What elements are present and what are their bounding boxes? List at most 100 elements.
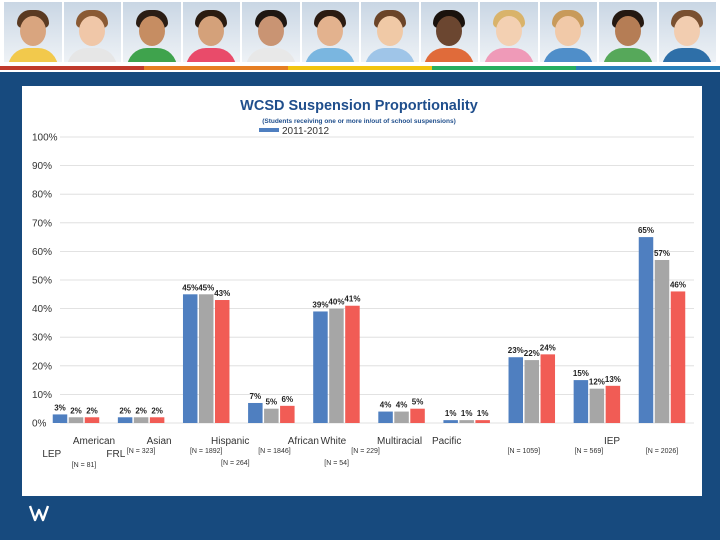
bar xyxy=(670,291,686,423)
x-category-label: African xyxy=(288,436,319,447)
chart-subtitle: (Students receiving one or more in/out o… xyxy=(262,118,456,125)
data-label: 65% xyxy=(638,226,654,235)
y-tick-label: 90% xyxy=(32,161,52,172)
banner-rule-segment xyxy=(144,66,288,70)
x-sample-size-label: [N = 1892] xyxy=(190,448,223,455)
photo-face xyxy=(198,16,225,46)
student-photo xyxy=(539,2,597,62)
data-label: 2% xyxy=(119,406,131,415)
x-sample-size-label: [N = 569] xyxy=(575,448,604,455)
bar xyxy=(133,417,149,423)
photo-face xyxy=(495,16,522,46)
x-category-label: Asian xyxy=(147,436,172,447)
x-category-label: LEP xyxy=(42,449,61,460)
chart-legend: 2011-2012 xyxy=(259,126,330,137)
district-logo-icon xyxy=(28,505,50,522)
suspension-bar-chart: WCSD Suspension Proportionality (Student… xyxy=(32,98,694,469)
banner-rule-segment xyxy=(288,66,432,70)
y-tick-label: 10% xyxy=(32,390,52,401)
data-label: 43% xyxy=(214,289,230,298)
data-label: 57% xyxy=(654,249,670,258)
photo-shirt xyxy=(126,48,177,62)
photo-face xyxy=(674,16,701,46)
x-sample-size-label: [N = 2026] xyxy=(646,448,679,455)
x-category-label: Hispanic xyxy=(211,436,249,447)
banner-rule-segment xyxy=(432,66,576,70)
data-label: 5% xyxy=(412,398,424,407)
bar xyxy=(410,408,425,423)
y-tick-label: 80% xyxy=(32,190,52,201)
student-photo xyxy=(599,2,657,62)
student-photo xyxy=(361,2,419,62)
data-label: 1% xyxy=(461,409,473,418)
data-label: 1% xyxy=(445,409,457,418)
bar xyxy=(605,385,621,423)
x-sample-size-label: [N = 54] xyxy=(324,460,349,467)
photo-face xyxy=(79,16,106,46)
y-tick-label: 40% xyxy=(32,304,52,315)
x-sample-size-label: [N = 81] xyxy=(72,462,97,469)
student-photo xyxy=(658,2,716,62)
data-labels: 3% 2% 2% 2% 2% 2%45% 45%43%7%5% 6%39% 40% 41%4% 4%… xyxy=(54,226,686,418)
bar xyxy=(117,417,133,423)
data-label: 2% xyxy=(151,406,163,415)
x-category-label: Multiracial xyxy=(377,436,422,447)
photo-shirt xyxy=(602,48,653,62)
student-photo-strip xyxy=(4,2,716,62)
y-gridlines xyxy=(60,136,694,424)
photo-face xyxy=(19,16,46,46)
data-label: 45% xyxy=(198,283,214,292)
photo-face xyxy=(257,16,284,46)
y-tick-label: 30% xyxy=(32,333,52,344)
photo-banner xyxy=(0,0,720,72)
photo-face xyxy=(317,16,344,46)
bar xyxy=(589,388,605,423)
y-tick-label: 0% xyxy=(32,419,47,430)
legend-swatch xyxy=(259,128,279,132)
photo-face xyxy=(555,16,582,46)
data-label: 6% xyxy=(282,395,294,404)
data-label: 24% xyxy=(540,343,556,352)
data-label: 15% xyxy=(573,369,589,378)
bar xyxy=(182,294,198,423)
data-label: 2% xyxy=(70,406,82,415)
data-label: 40% xyxy=(328,298,344,307)
student-photo xyxy=(182,2,240,62)
photo-face xyxy=(138,16,165,46)
bar xyxy=(475,420,490,423)
photo-shirt xyxy=(245,48,296,62)
x-sample-size-label: [N = 1846] xyxy=(258,448,291,455)
data-label: 23% xyxy=(508,346,524,355)
bar xyxy=(443,420,458,423)
data-label: 2% xyxy=(135,406,147,415)
bar xyxy=(394,411,409,423)
bar xyxy=(345,305,360,423)
legend-label: 2011-2012 xyxy=(282,126,330,137)
data-label: 2% xyxy=(86,406,98,415)
photo-shirt xyxy=(67,48,118,62)
data-label: 13% xyxy=(605,375,621,384)
bar xyxy=(52,414,68,423)
photo-shirt xyxy=(424,48,475,62)
bar xyxy=(84,417,100,423)
photo-shirt xyxy=(543,48,594,62)
bar xyxy=(198,294,214,423)
data-label: 45% xyxy=(182,283,198,292)
bar xyxy=(313,311,328,423)
data-label: 7% xyxy=(250,392,262,401)
photo-face xyxy=(376,16,403,46)
x-category-label: IEP xyxy=(604,436,620,447)
data-label: 4% xyxy=(380,401,392,410)
photo-shirt xyxy=(7,48,58,62)
student-photo xyxy=(480,2,538,62)
x-axis-labels: American Asian Hispanic African White Multira… xyxy=(42,436,678,469)
student-photo xyxy=(301,2,359,62)
student-photo xyxy=(420,2,478,62)
data-label: 4% xyxy=(396,401,408,410)
data-label: 12% xyxy=(589,378,605,387)
banner-color-rule xyxy=(0,66,720,70)
bar xyxy=(459,420,474,423)
x-category-label: White xyxy=(321,436,347,447)
y-tick-label: 60% xyxy=(32,247,52,258)
y-tick-label: 20% xyxy=(32,361,52,372)
